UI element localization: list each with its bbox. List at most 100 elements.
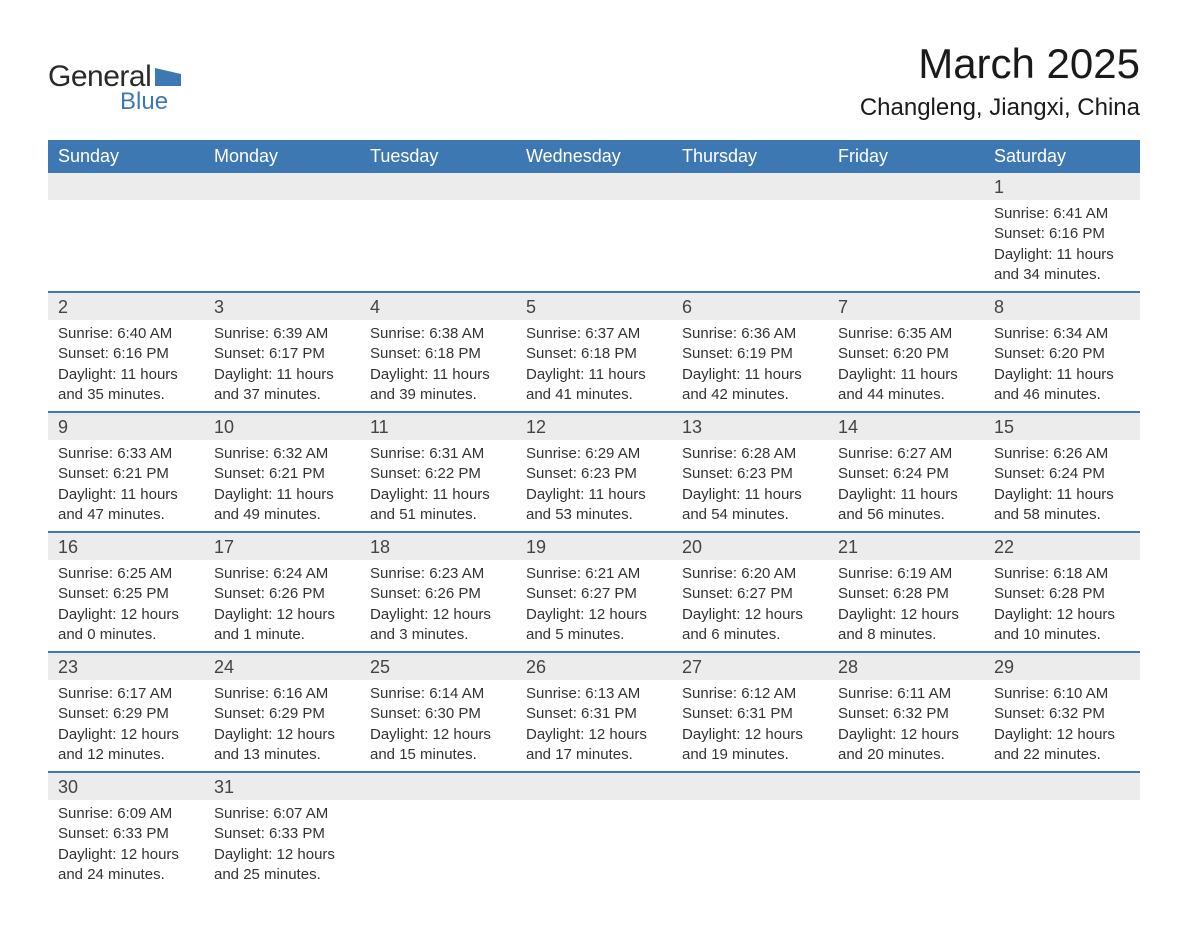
day-detail-cell: Sunrise: 6:29 AMSunset: 6:23 PMDaylight:… [516,440,672,532]
day-detail-cell [672,800,828,891]
day-detail-cell: Sunrise: 6:25 AMSunset: 6:25 PMDaylight:… [48,560,204,652]
day-detail-cell [828,200,984,292]
daylight-line: Daylight: 11 hours and 58 minutes. [994,485,1130,526]
sunrise-line: Sunrise: 6:35 AM [838,324,974,344]
daylight-line: Daylight: 11 hours and 53 minutes. [526,485,662,526]
daylight-line: Daylight: 11 hours and 44 minutes. [838,365,974,406]
day-detail-cell: Sunrise: 6:41 AMSunset: 6:16 PMDaylight:… [984,200,1140,292]
day-detail-cell [828,800,984,891]
sunset-line: Sunset: 6:23 PM [682,464,818,484]
daylight-line: Daylight: 12 hours and 12 minutes. [58,725,194,766]
sunset-line: Sunset: 6:26 PM [214,584,350,604]
sunrise-line: Sunrise: 6:12 AM [682,684,818,704]
week-daynum-row: 9101112131415 [48,412,1140,440]
daylight-line: Daylight: 12 hours and 6 minutes. [682,605,818,646]
day-number-cell [828,173,984,200]
daylight-line: Daylight: 12 hours and 25 minutes. [214,845,350,886]
daylight-line: Daylight: 12 hours and 5 minutes. [526,605,662,646]
day-number-cell: 8 [984,292,1140,320]
day-detail-cell: Sunrise: 6:37 AMSunset: 6:18 PMDaylight:… [516,320,672,412]
week-detail-row: Sunrise: 6:40 AMSunset: 6:16 PM Daylight:… [48,320,1140,412]
sunrise-line: Sunrise: 6:40 AM [58,324,194,344]
daylight-line: Daylight: 12 hours and 10 minutes. [994,605,1130,646]
day-number-cell [360,772,516,800]
sunrise-line: Sunrise: 6:21 AM [526,564,662,584]
week-daynum-row: 2345678 [48,292,1140,320]
day-detail-cell [984,800,1140,891]
daylight-line: Daylight: 12 hours and 20 minutes. [838,725,974,766]
day-number-cell [204,173,360,200]
sunset-line: Sunset: 6:16 PM [58,344,194,364]
day-header: Wednesday [516,140,672,173]
sunset-line: Sunset: 6:21 PM [214,464,350,484]
week-daynum-row: 1 [48,173,1140,200]
day-detail-cell: Sunrise: 6:38 AMSunset: 6:18 PMDaylight:… [360,320,516,412]
day-number-cell: 13 [672,412,828,440]
title-block: March 2025 Changleng, Jiangxi, China [860,40,1140,122]
sunset-line: Sunset: 6:24 PM [994,464,1130,484]
day-number-cell: 29 [984,652,1140,680]
sunset-line: Sunset: 6:31 PM [682,704,818,724]
sunrise-line: Sunrise: 6:31 AM [370,444,506,464]
day-detail-cell: Sunrise: 6:23 AMSunset: 6:26 PMDaylight:… [360,560,516,652]
day-detail-cell: Sunrise: 6:11 AMSunset: 6:32 PMDaylight:… [828,680,984,772]
day-number-cell: 30 [48,772,204,800]
sunrise-line: Sunrise: 6:28 AM [682,444,818,464]
logo: General Blue [48,40,181,116]
week-detail-row: Sunrise: 6:41 AMSunset: 6:16 PMDaylight:… [48,200,1140,292]
day-number-cell [672,772,828,800]
day-detail-cell: Sunrise: 6:32 AMSunset: 6:21 PMDaylight:… [204,440,360,532]
page-header: General Blue March 2025 Changleng, Jiang… [48,40,1140,122]
week-detail-row: Sunrise: 6:09 AMSunset: 6:33 PMDaylight:… [48,800,1140,891]
day-detail-cell [204,200,360,292]
day-number-cell: 19 [516,532,672,560]
day-number-cell: 4 [360,292,516,320]
sunrise-line: Sunrise: 6:32 AM [214,444,350,464]
sunrise-line: Sunrise: 6:18 AM [994,564,1130,584]
daylight-line: Daylight: 11 hours and 49 minutes. [214,485,350,526]
week-detail-row: Sunrise: 6:25 AMSunset: 6:25 PM Daylight:… [48,560,1140,652]
day-detail-cell: Sunrise: 6:14 AMSunset: 6:30 PMDaylight:… [360,680,516,772]
day-detail-cell: Sunrise: 6:24 AMSunset: 6:26 PMDaylight:… [204,560,360,652]
sunrise-line: Sunrise: 6:23 AM [370,564,506,584]
daylight-line: Daylight: 12 hours and 24 minutes. [58,845,194,886]
day-detail-cell: Sunrise: 6:10 AMSunset: 6:32 PMDaylight:… [984,680,1140,772]
sunrise-line: Sunrise: 6:26 AM [994,444,1130,464]
sunrise-line: Sunrise: 6:13 AM [526,684,662,704]
day-number-cell: 23 [48,652,204,680]
day-header: Tuesday [360,140,516,173]
sunrise-line: Sunrise: 6:17 AM [58,684,194,704]
day-detail-cell: Sunrise: 6:31 AMSunset: 6:22 PMDaylight:… [360,440,516,532]
sunrise-line: Sunrise: 6:24 AM [214,564,350,584]
sunrise-line: Sunrise: 6:34 AM [994,324,1130,344]
sunrise-line: Sunrise: 6:37 AM [526,324,662,344]
week-daynum-row: 16171819202122 [48,532,1140,560]
sunrise-line: Sunrise: 6:25 AM [58,564,194,584]
day-number-cell: 27 [672,652,828,680]
sunrise-line: Sunrise: 6:20 AM [682,564,818,584]
day-number-cell: 16 [48,532,204,560]
sunrise-line: Sunrise: 6:41 AM [994,204,1130,224]
day-number-cell: 1 [984,173,1140,200]
day-number-cell: 14 [828,412,984,440]
day-number-cell [360,173,516,200]
sunset-line: Sunset: 6:27 PM [682,584,818,604]
daylight-line: Daylight: 11 hours and 42 minutes. [682,365,818,406]
sunrise-line: Sunrise: 6:39 AM [214,324,350,344]
sunset-line: Sunset: 6:18 PM [526,344,662,364]
day-number-cell: 15 [984,412,1140,440]
day-header: Friday [828,140,984,173]
logo-flag-icon [155,68,181,86]
calendar-table: Sunday Monday Tuesday Wednesday Thursday… [48,140,1140,891]
day-number-cell: 5 [516,292,672,320]
daylight-line: Daylight: 11 hours and 56 minutes. [838,485,974,526]
sunset-line: Sunset: 6:25 PM [58,584,194,604]
day-detail-cell: Sunrise: 6:27 AMSunset: 6:24 PMDaylight:… [828,440,984,532]
sunset-line: Sunset: 6:17 PM [214,344,350,364]
daylight-line: Daylight: 12 hours and 19 minutes. [682,725,818,766]
daylight-line: Daylight: 11 hours and 46 minutes. [994,365,1130,406]
day-number-cell: 9 [48,412,204,440]
sunset-line: Sunset: 6:27 PM [526,584,662,604]
day-number-cell: 6 [672,292,828,320]
day-detail-cell: Sunrise: 6:17 AMSunset: 6:29 PMDaylight:… [48,680,204,772]
